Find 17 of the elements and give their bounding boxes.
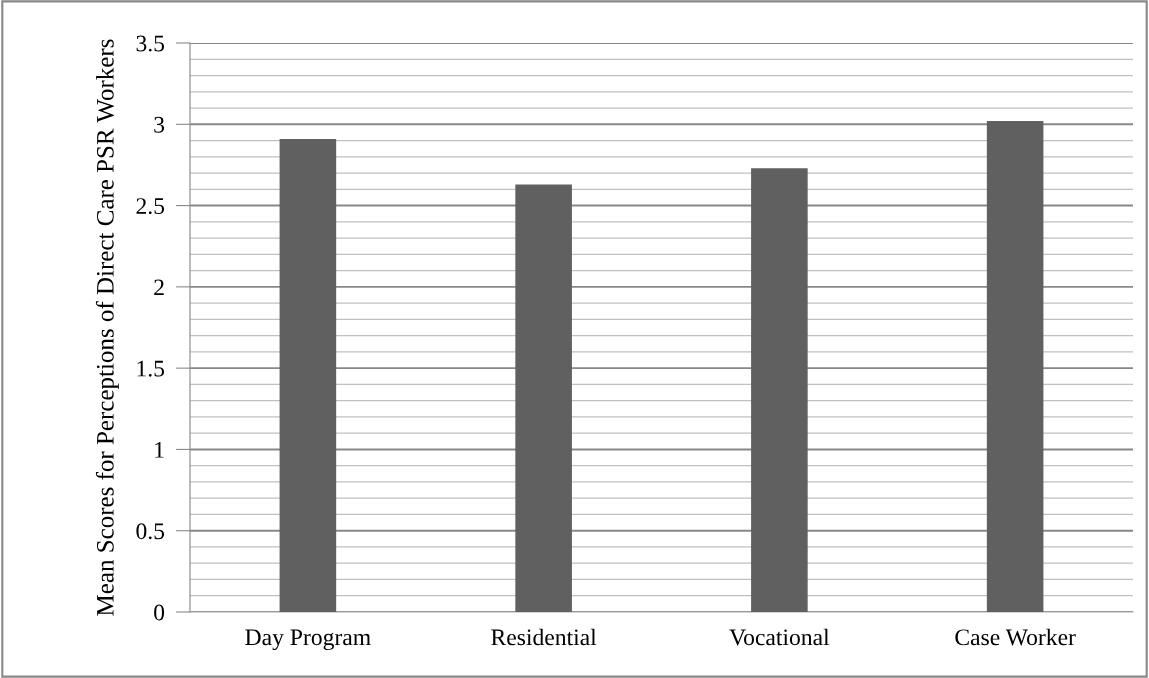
y-tick-label: 2.5 (136, 198, 165, 215)
y-tick-label: 1 (155, 442, 164, 458)
x-tick-label: Day Program (245, 629, 371, 651)
y-tick-label: 3.5 (136, 35, 165, 52)
x-tick-label: Case Worker (955, 628, 1076, 646)
bar (279, 138, 337, 612)
y-tick-label: 1.5 (137, 360, 165, 377)
y-axis-title: Mean Scores for Perceptions of Direct Care PSR Workers (95, 39, 119, 616)
bar (751, 168, 808, 612)
x-tick-label: Residential (491, 628, 597, 646)
bar (515, 184, 572, 612)
y-tick-label: 3 (154, 116, 165, 133)
y-tick-label: 0.5 (136, 523, 165, 540)
y-tick-label: 0 (154, 604, 165, 621)
y-tick-label: 2 (154, 279, 164, 296)
bar (986, 121, 1044, 612)
x-tick-label: Vocational (729, 628, 830, 646)
